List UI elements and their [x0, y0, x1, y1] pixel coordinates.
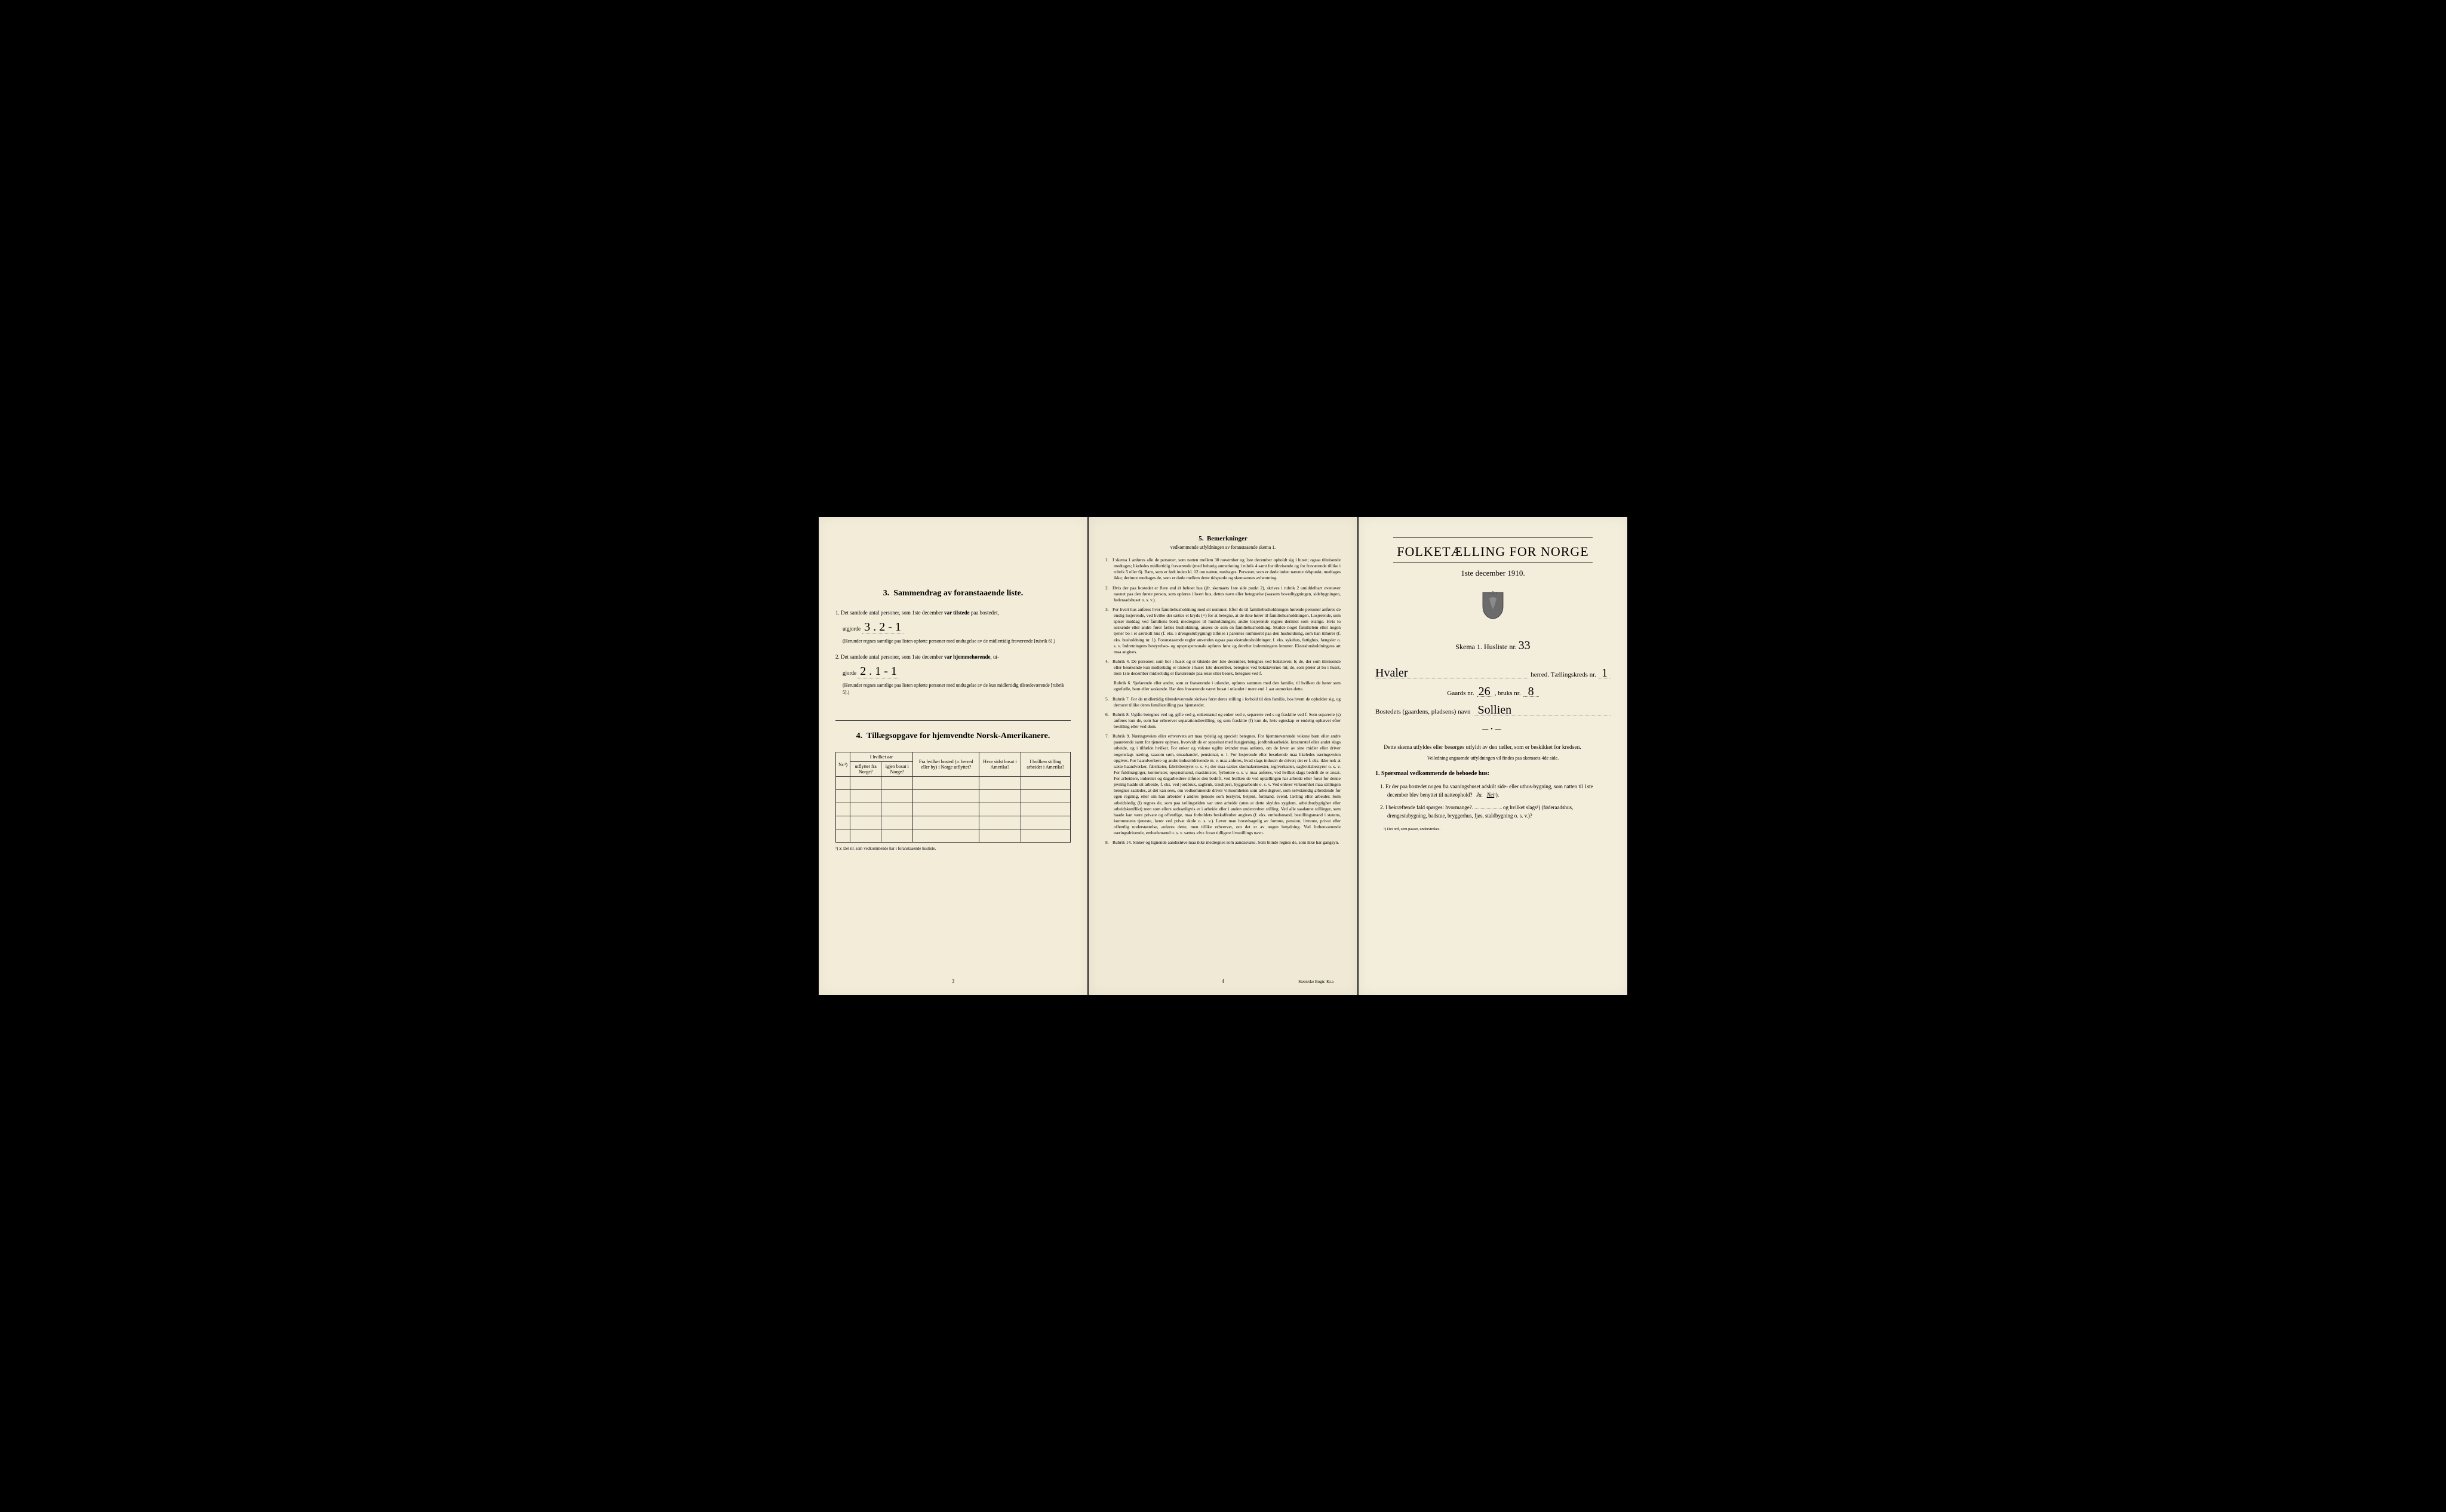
bosted-value: Sollien — [1473, 705, 1611, 715]
bosted-line: Bostedets (gaardens, pladsens) navn Soll… — [1375, 705, 1611, 715]
item-2-note: (Herunder regnes samtlige paa listen opf… — [835, 682, 1071, 696]
item-1-line2: utgjorde 3 . 2 - 1 — [835, 622, 1071, 634]
page-4: 5. Bemerkninger vedkommende utfyldningen… — [1089, 517, 1357, 995]
census-document: 3. Sammendrag av foranstaaende liste. 1.… — [819, 517, 1627, 995]
question-1: 1. Er der paa bostedet nogen fra vaaning… — [1375, 783, 1611, 799]
tilstede-count: 3 . 2 - 1 — [862, 620, 904, 634]
main-title: FOLKETÆLLING FOR NORGE — [1375, 544, 1611, 560]
col-stilling: I hvilken stilling arbeidet i Amerika? — [1021, 752, 1070, 777]
bruks-nr: 8 — [1523, 687, 1539, 697]
bem-5: 5.Rubrik 7. For de midlertidig tilstedev… — [1105, 696, 1341, 708]
section-5-sub: vedkommende utfyldningen av foranstaaend… — [1105, 545, 1341, 550]
answer-nei: Nei — [1487, 792, 1495, 798]
gaards-nr: 26 — [1477, 687, 1492, 697]
husliste-nr: 33 — [1519, 639, 1531, 652]
col-igjen: igjen bosat i Norge? — [881, 762, 913, 777]
instruction-2: Veiledning angaaende utfyldningen vil fi… — [1375, 755, 1611, 761]
bem-4: 4.Rubrik 4. De personer, som bor i huset… — [1105, 659, 1341, 677]
bem-6: 6.Rubrik 8. Ugifte betegnes ved ug, gift… — [1105, 712, 1341, 730]
bem-2: 2.Hvis der paa bostedet er flere end ét … — [1105, 585, 1341, 603]
page-number-4: 4 — [1222, 978, 1225, 984]
hjemmehorende-count: 2 . 1 - 1 — [858, 665, 899, 678]
page-1-cover: FOLKETÆLLING FOR NORGE 1ste december 191… — [1359, 517, 1627, 995]
bem-1: 1.I skema 1 anføres alle de personer, so… — [1105, 557, 1341, 582]
census-date: 1ste december 1910. — [1375, 568, 1611, 578]
item-1-note: (Herunder regnes samtlige paa listen opf… — [835, 638, 1071, 645]
bem-8: 8.Rubrik 14. Sinker og lignende aandsslø… — [1105, 840, 1341, 846]
bem-3: 3.For hvert hus anføres hver familiehush… — [1105, 607, 1341, 655]
kreds-nr: 1 — [1599, 668, 1611, 678]
table-row — [836, 777, 1071, 790]
herred-value: Hvaler — [1375, 668, 1528, 678]
page-3: 3. Sammendrag av foranstaaende liste. 1.… — [819, 517, 1087, 995]
instruction-1: Dette skema utfyldes eller besørges utfy… — [1375, 743, 1611, 752]
col-aar: I hvilket aar — [850, 752, 913, 762]
page-number-3: 3 — [952, 978, 955, 984]
table-row — [836, 829, 1071, 843]
rubrik-6: Rubrik 6. Sjøfarende eller andre, som er… — [1105, 680, 1341, 692]
col-utflyttet: utflyttet fra Norge? — [850, 762, 881, 777]
herred-line: Hvaler herred. Tællingskreds nr. 1 — [1375, 668, 1611, 678]
skema-line: Skema 1. Husliste nr. 33 — [1375, 641, 1611, 651]
bemerkninger-list: 1.I skema 1 anføres alle de personer, so… — [1105, 557, 1341, 846]
section-3-title: 3. Sammendrag av foranstaaende liste. — [835, 589, 1071, 598]
bem-7: 7.Rubrik 9. Næringsveien eller erhvervet… — [1105, 733, 1341, 836]
table-footnote: ¹) ɔ: Det nr. som vedkommende har i fora… — [835, 846, 1071, 851]
table-row — [836, 816, 1071, 829]
col-nr: Nr.¹) — [836, 752, 850, 777]
printer-credit: Steen'ske Bogtr. Kr.a — [1298, 979, 1333, 984]
item-1: 1. Det samlede antal personer, som 1ste … — [835, 609, 1071, 617]
footnote-1: ¹) Det ord, som passer, understrekes. — [1375, 827, 1611, 831]
item-2: 2. Det samlede antal personer, som 1ste … — [835, 653, 1071, 662]
ornament-divider: ―•― — [1375, 726, 1611, 733]
tillaeg-table: Nr.¹) I hvilket aar Fra hvilket bosted (… — [835, 752, 1071, 843]
item-2-line2: gjorde 2 . 1 - 1 — [835, 666, 1071, 678]
tillaeg-tbody — [836, 777, 1071, 843]
section-4-title: 4. Tillægsopgave for hjemvendte Norsk-Am… — [835, 732, 1071, 741]
col-amerika: Hvor sidst bosat i Amerika? — [979, 752, 1021, 777]
table-row — [836, 803, 1071, 816]
table-row — [836, 790, 1071, 803]
question-2: 2. I bekræftende fald spørges: hvormange… — [1375, 804, 1611, 820]
section-5-title: 5. Bemerkninger — [1105, 535, 1341, 542]
col-bosted: Fra hvilket bosted (ɔ: herred eller by) … — [913, 752, 979, 777]
questions-heading: 1. Spørsmaal vedkommende de beboede hus: — [1375, 770, 1611, 777]
gaards-line: Gaards nr. 26 , bruks nr. 8 — [1375, 687, 1611, 697]
coat-of-arms-icon — [1375, 590, 1611, 624]
